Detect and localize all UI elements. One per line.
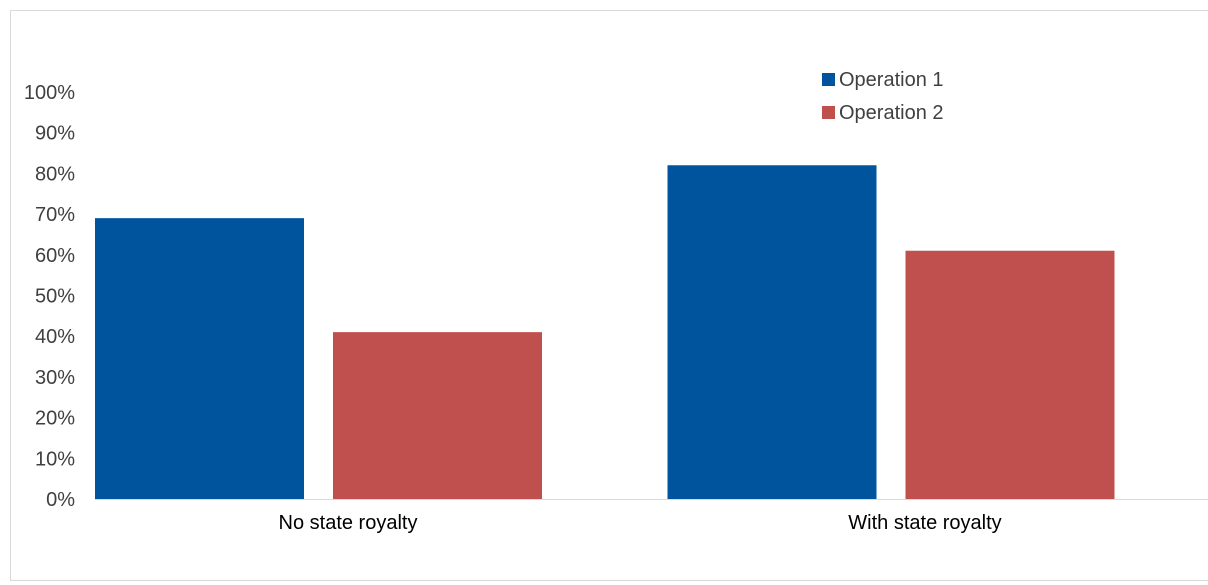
y-tick-label: 80% bbox=[35, 163, 75, 185]
y-tick-label: 10% bbox=[35, 448, 75, 470]
bar-2-1 bbox=[333, 332, 542, 499]
legend: Operation 1 Operation 2 bbox=[822, 69, 944, 124]
legend-label: Operation 1 bbox=[839, 69, 944, 91]
bar-1-1 bbox=[95, 218, 304, 500]
y-tick-label: 20% bbox=[35, 408, 75, 430]
category-label: No state royalty bbox=[279, 512, 418, 534]
category-label: With state royalty bbox=[848, 512, 1001, 534]
chart-border bbox=[10, 10, 1208, 581]
bar-1-2 bbox=[667, 165, 877, 499]
y-tick-label: 40% bbox=[35, 326, 75, 348]
bar-2-2 bbox=[905, 250, 1115, 499]
y-tick-label: 90% bbox=[35, 123, 75, 145]
y-tick-label: 70% bbox=[35, 204, 75, 226]
legend-swatch bbox=[822, 106, 835, 119]
y-tick-label: 100% bbox=[24, 82, 75, 104]
x-axis-category-labels: No state royalty With state royalty bbox=[279, 512, 1002, 534]
legend-swatch bbox=[822, 73, 835, 86]
legend-label: Operation 2 bbox=[839, 102, 944, 124]
y-tick-label: 30% bbox=[35, 367, 75, 389]
bars bbox=[95, 165, 1115, 500]
y-tick-label: 50% bbox=[35, 286, 75, 308]
y-tick-label: 60% bbox=[35, 245, 75, 267]
y-axis-tick-labels: 0% 10% 20% 30% 40% 50% 60% 70% 80% 90% 100% bbox=[24, 82, 75, 511]
y-tick-label: 0% bbox=[46, 489, 75, 511]
